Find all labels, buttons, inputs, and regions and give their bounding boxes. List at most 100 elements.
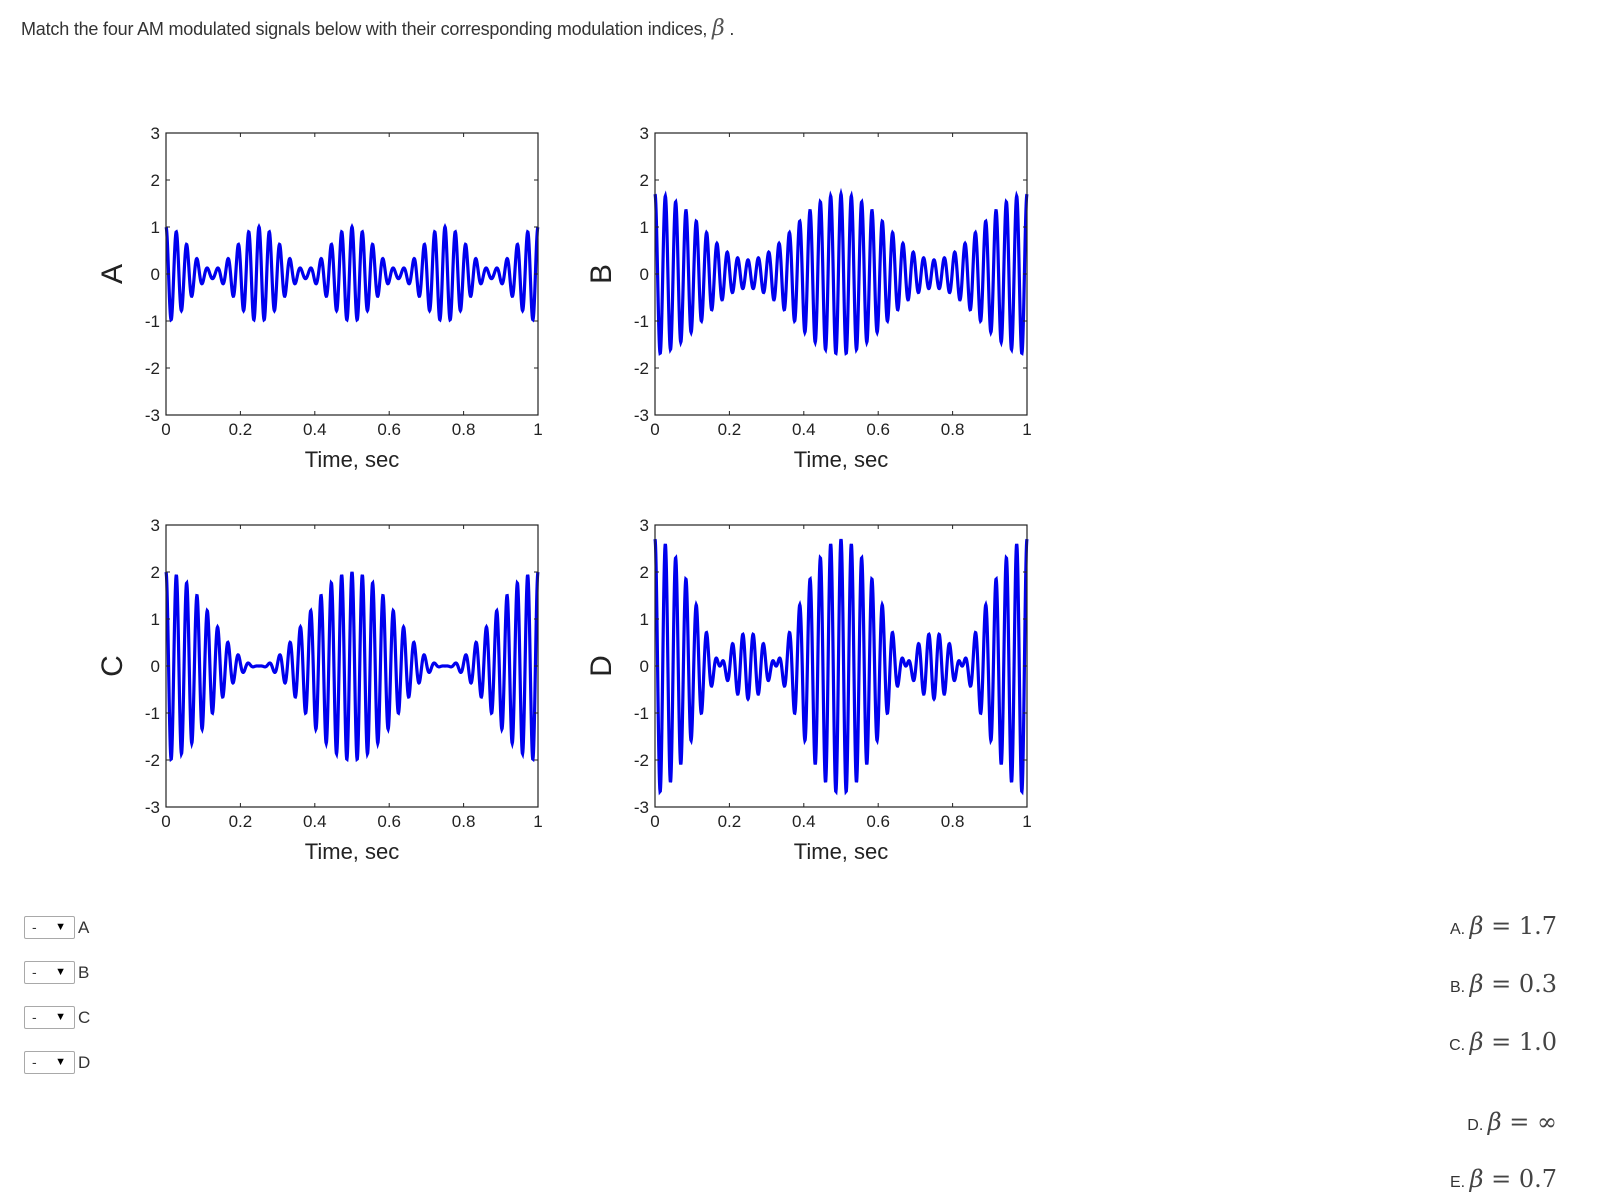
y-tick-label: 3 <box>640 516 649 535</box>
y-tick-label: -1 <box>634 704 649 723</box>
y-tick-label: 2 <box>151 563 160 582</box>
y-tick-label: -3 <box>145 406 160 425</box>
x-axis-label: Time, sec <box>305 839 400 864</box>
prompt-suffix: . <box>724 19 735 39</box>
y-tick-label: 0 <box>151 265 160 284</box>
dropdown-arrow-icon: ▼ <box>55 1011 66 1023</box>
y-axis-label: D <box>585 655 618 677</box>
y-axis-label: A <box>96 264 129 284</box>
option-value: = 1.0 <box>1491 1028 1557 1056</box>
beta-symbol: β <box>1469 912 1484 940</box>
x-tick-label: 0 <box>161 420 170 439</box>
select-value: - <box>32 919 37 935</box>
y-tick-label: -3 <box>145 798 160 817</box>
answer-select-a[interactable]: - ▼ <box>24 916 75 939</box>
y-tick-label: 1 <box>151 218 160 237</box>
x-tick-label: 0 <box>650 420 659 439</box>
y-tick-label: -2 <box>634 359 649 378</box>
x-tick-label: 0.6 <box>377 420 401 439</box>
option-value: = 0.7 <box>1491 1165 1557 1193</box>
x-tick-label: 0.4 <box>303 420 327 439</box>
option-letter: E. <box>1450 1174 1466 1191</box>
match-row-a: - ▼ A <box>24 915 89 940</box>
y-axis-label: B <box>585 264 618 284</box>
y-tick-label: 3 <box>151 516 160 535</box>
option-d: D. β = ∞ <box>1467 1108 1557 1136</box>
y-tick-label: 1 <box>151 610 160 629</box>
x-tick-label: 0.6 <box>866 420 890 439</box>
beta-symbol: β <box>1469 970 1484 998</box>
x-tick-label: 0.6 <box>377 812 401 831</box>
option-letter: D. <box>1467 1117 1484 1134</box>
answer-select-b[interactable]: - ▼ <box>24 961 75 984</box>
beta-symbol: β <box>1487 1108 1502 1136</box>
option-value: = ∞ <box>1509 1108 1557 1136</box>
x-tick-label: 0.2 <box>718 420 742 439</box>
answer-select-c[interactable]: - ▼ <box>24 1006 75 1029</box>
y-tick-label: 0 <box>640 657 649 676</box>
y-tick-label: -1 <box>145 312 160 331</box>
option-letter: B. <box>1450 979 1466 996</box>
x-tick-label: 0.6 <box>866 812 890 831</box>
y-tick-label: -1 <box>145 704 160 723</box>
x-tick-label: 0.8 <box>452 812 476 831</box>
y-tick-label: 2 <box>640 171 649 190</box>
dropdown-arrow-icon: ▼ <box>55 966 66 978</box>
signal-line <box>164 571 540 763</box>
beta-symbol: β <box>1469 1028 1484 1056</box>
row-label: A <box>78 917 90 937</box>
match-row-b: - ▼ B <box>24 960 89 985</box>
plot-b: 0 0.2 0.4 0.6 0.8 1 3 2 1 0 -1 -2 -3 Time, sec B <box>575 123 1047 485</box>
x-tick-label: 0.8 <box>941 420 965 439</box>
y-tick-label: 3 <box>151 124 160 143</box>
match-row-d: - ▼ D <box>24 1050 90 1075</box>
select-value: - <box>32 964 37 980</box>
y-tick-label: 3 <box>640 124 649 143</box>
plot-d: 0 0.2 0.4 0.6 0.8 1 3 2 1 0 -1 -2 -3 Time, sec D <box>575 515 1047 877</box>
row-label: C <box>78 1007 91 1027</box>
select-value: - <box>32 1009 37 1025</box>
x-axis-label: Time, sec <box>305 447 400 472</box>
beta-symbol: β <box>712 16 725 41</box>
x-tick-label: 0.4 <box>303 812 327 831</box>
select-value: - <box>32 1054 37 1070</box>
option-value: = 0.3 <box>1491 970 1557 998</box>
x-tick-label: 1 <box>1022 420 1031 439</box>
x-tick-label: 0.2 <box>229 420 253 439</box>
y-tick-label: 1 <box>640 218 649 237</box>
dropdown-arrow-icon: ▼ <box>55 1056 66 1068</box>
plot-c: 0 0.2 0.4 0.6 0.8 1 3 2 1 0 -1 -2 -3 Time, sec C <box>86 515 558 877</box>
x-tick-label: 0.4 <box>792 812 816 831</box>
x-tick-label: 1 <box>533 812 542 831</box>
y-tick-label: 2 <box>640 563 649 582</box>
plot-a: 0 0.2 0.4 0.6 0.8 1 3 2 1 0 -1 -2 -3 Time, sec A <box>86 123 558 485</box>
x-tick-label: 0 <box>650 812 659 831</box>
x-tick-label: 1 <box>1022 812 1031 831</box>
option-b: B. β = 0.3 <box>1450 970 1557 998</box>
x-tick-label: 0 <box>161 812 170 831</box>
signal-line <box>164 222 540 323</box>
dropdown-arrow-icon: ▼ <box>55 921 66 933</box>
row-label: B <box>78 962 90 982</box>
option-value: = 1.7 <box>1491 912 1557 940</box>
question-prompt: Match the four AM modulated signals belo… <box>21 16 734 41</box>
option-a: A. β = 1.7 <box>1450 912 1557 940</box>
answer-select-d[interactable]: - ▼ <box>24 1051 75 1074</box>
x-tick-label: 0.2 <box>718 812 742 831</box>
signal-line <box>653 187 1029 356</box>
prompt-text: Match the four AM modulated signals belo… <box>21 19 708 39</box>
y-tick-label: -2 <box>634 751 649 770</box>
y-tick-label: 0 <box>640 265 649 284</box>
y-tick-label: -2 <box>145 751 160 770</box>
y-axis-label: C <box>96 655 129 677</box>
y-tick-label: 1 <box>640 610 649 629</box>
x-axis-label: Time, sec <box>794 839 889 864</box>
x-tick-label: 1 <box>533 420 542 439</box>
x-tick-label: 0.8 <box>452 420 476 439</box>
y-tick-label: -3 <box>634 406 649 425</box>
option-letter: C. <box>1449 1037 1466 1054</box>
x-tick-label: 0.2 <box>229 812 253 831</box>
signal-line <box>653 538 1029 796</box>
option-letter: A. <box>1450 921 1466 938</box>
y-tick-label: -1 <box>634 312 649 331</box>
